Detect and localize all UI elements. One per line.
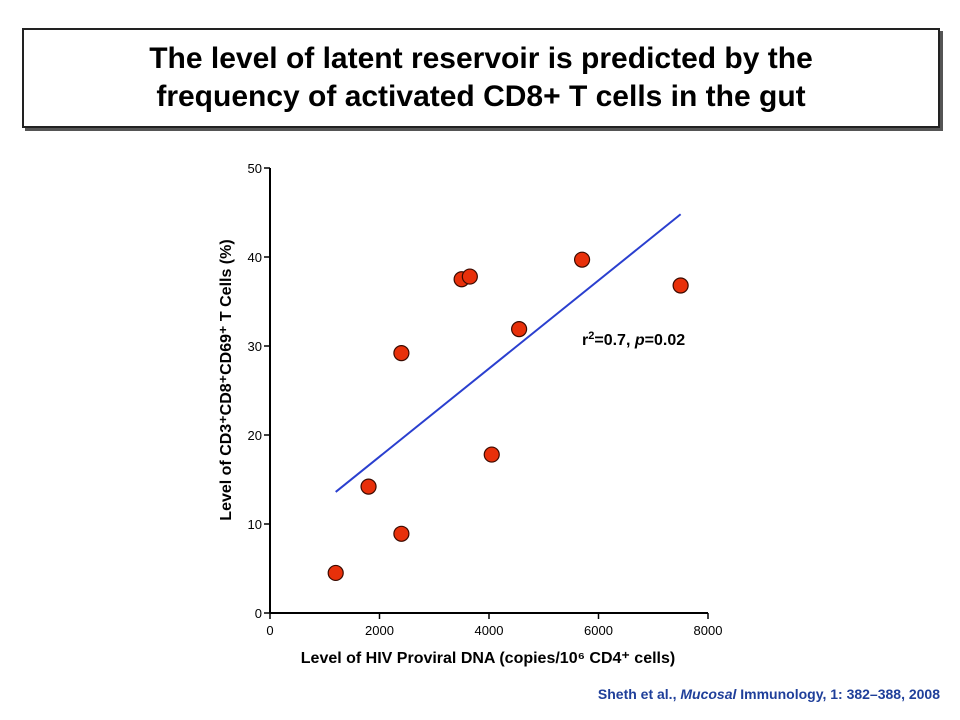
data-point — [327, 564, 344, 582]
data-point — [461, 268, 478, 285]
data-point — [483, 446, 500, 463]
y-tick-label: 30 — [248, 339, 262, 354]
data-point — [672, 277, 689, 294]
citation-suffix: Immunology, 1: 382–388, 2008 — [736, 686, 940, 702]
x-tick-label: 6000 — [584, 623, 613, 638]
x-tick-label: 4000 — [475, 623, 504, 638]
x-tick-label: 2000 — [365, 623, 394, 638]
chart-ticks: 0 2000 4000 6000 8000 0 10 20 30 40 50 — [248, 161, 723, 638]
citation-prefix: Sheth et al., — [597, 686, 681, 702]
regression-layer — [335, 213, 682, 493]
points-layer — [327, 251, 689, 582]
data-point — [360, 478, 377, 495]
annotation-r-sup: 2 — [588, 330, 594, 342]
x-axis-label: Level of HIV Proviral DNA (copies/10⁶ CD… — [301, 650, 675, 667]
annotation-r-value: =0.7, — [594, 332, 634, 349]
data-point — [511, 320, 528, 338]
title-line-2: frequency of activated CD8+ T cells in t… — [156, 80, 806, 113]
y-tick-label: 50 — [248, 161, 262, 176]
y-tick-label: 40 — [248, 250, 262, 265]
data-point — [393, 345, 410, 362]
y-tick-label: 10 — [248, 517, 262, 532]
annotation-p-value: =0.02 — [645, 332, 686, 349]
regression-annotation: r2=0.7, p=0.02 — [582, 330, 685, 349]
data-point — [573, 251, 591, 268]
x-tick-label: 0 — [266, 623, 273, 638]
y-tick-label: 0 — [255, 606, 262, 621]
title-box: The level of latent reservoir is predict… — [22, 28, 940, 128]
data-point — [393, 525, 410, 542]
y-axis-label: Level of CD3⁺CD8⁺CD69⁺ T Cells (%) — [218, 239, 235, 520]
y-tick-label: 20 — [248, 428, 262, 443]
citation-journal: Mucosal — [680, 686, 737, 702]
annotation-r: r — [582, 332, 588, 349]
regression-line — [335, 213, 682, 493]
citation: Sheth et al., Mucosal Immunology, 1: 382… — [598, 686, 940, 702]
title-line-1: The level of latent reservoir is predict… — [149, 42, 813, 75]
x-tick-label: 8000 — [694, 623, 723, 638]
annotation-p: p — [634, 332, 645, 349]
chart-axes — [269, 168, 708, 614]
